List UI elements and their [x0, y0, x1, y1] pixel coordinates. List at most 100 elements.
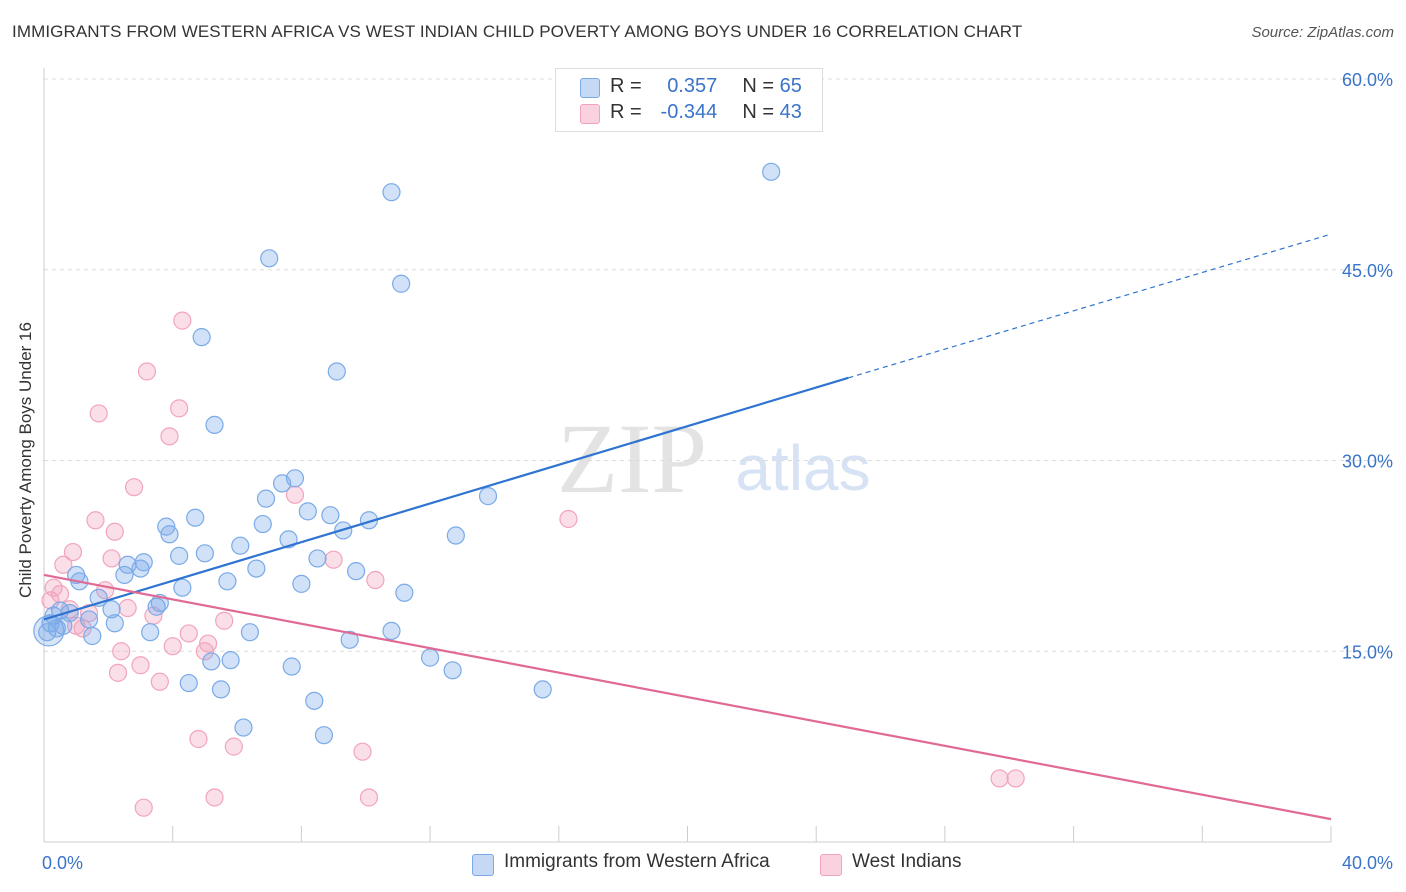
- west-indians-point: [134, 798, 153, 817]
- y-tick-label: 30.0%: [1342, 452, 1393, 472]
- correlation-legend: R = 0.357 N = 65 R = -0.344 N = 43: [555, 68, 823, 132]
- legend-swatch-blue: [472, 854, 494, 876]
- western-africa-point: [533, 680, 552, 699]
- west-indians-point: [179, 624, 198, 643]
- western-africa-point: [205, 415, 224, 434]
- western-africa-point: [60, 603, 79, 623]
- west-indians-point: [990, 769, 1009, 788]
- west-indians-point: [79, 603, 99, 623]
- axes: [43, 68, 1332, 843]
- legend-label: Immigrants from Western Africa: [504, 851, 770, 872]
- western-africa-point: [285, 469, 305, 488]
- western-africa-point: [292, 574, 311, 593]
- watermark: ZIP atlas: [557, 403, 871, 514]
- western-africa-point: [321, 506, 340, 525]
- western-africa-point: [260, 249, 279, 268]
- western-africa-point: [327, 362, 346, 381]
- western-africa-point: [382, 621, 401, 641]
- western-africa-point: [346, 562, 366, 581]
- west-indians-point: [118, 598, 137, 618]
- western-africa-point: [170, 546, 189, 565]
- legend-swatch-pink: [580, 104, 600, 124]
- western-africa-point: [314, 726, 334, 745]
- west-indians-point: [131, 656, 150, 675]
- western-africa-point: [382, 183, 401, 202]
- western-africa-point: [221, 651, 240, 670]
- west-indians-point: [137, 362, 157, 381]
- western-africa-point: [392, 274, 411, 293]
- western-africa-point: [478, 487, 498, 506]
- western-africa-point: [192, 328, 211, 347]
- west-indians-point: [102, 549, 121, 568]
- western-africa-point: [173, 578, 192, 597]
- western-africa-point: [762, 162, 781, 181]
- west-indians-point: [189, 729, 208, 749]
- western-africa-point: [195, 544, 214, 563]
- west-indians-point: [215, 611, 234, 630]
- n-label: N =: [742, 101, 775, 123]
- west-indians-point: [1006, 769, 1025, 788]
- western-africa-point: [240, 623, 260, 642]
- western-africa-point: [186, 508, 205, 527]
- west-indians-trend-line: [43, 573, 1332, 821]
- r-value: -0.344: [660, 101, 718, 123]
- western-africa-point: [253, 514, 272, 534]
- western-africa-point: [298, 502, 317, 521]
- west-indians-points: [41, 311, 1025, 817]
- r-label: R =: [610, 101, 642, 123]
- western-africa-point: [282, 657, 301, 676]
- western-africa-point: [115, 565, 134, 585]
- y-axis-label: Child Poverty Among Boys Under 16: [16, 322, 35, 598]
- west-indians-point: [205, 788, 224, 807]
- west-indians-point: [163, 637, 182, 656]
- west-indians-point: [173, 311, 192, 330]
- n-label: N =: [742, 75, 775, 97]
- western-africa-trend-line: [43, 376, 849, 621]
- western-africa-point: [256, 489, 276, 508]
- western-africa-point: [340, 630, 359, 649]
- western-africa-trend-extension: [848, 233, 1332, 379]
- n-value: 43: [779, 101, 802, 123]
- legend-swatch-blue: [580, 78, 600, 98]
- western-africa-point: [102, 600, 121, 619]
- western-africa-point: [305, 691, 324, 710]
- western-africa-point: [79, 610, 99, 629]
- west-indians-point: [108, 663, 128, 682]
- western-africa-points: [33, 162, 781, 745]
- west-indians-point: [366, 570, 385, 590]
- western-africa-point: [179, 673, 198, 693]
- western-africa-point: [160, 525, 179, 544]
- western-africa-point: [421, 648, 440, 667]
- west-indians-point: [124, 478, 144, 497]
- x-tick-label: 0.0%: [42, 853, 83, 873]
- west-indians-point: [150, 672, 169, 691]
- west-indians-point: [73, 619, 92, 638]
- chart-title: IMMIGRANTS FROM WESTERN AFRICA VS WEST I…: [12, 22, 1023, 41]
- y-tick-label: 60.0%: [1342, 70, 1393, 90]
- west-indians-point: [559, 509, 578, 529]
- west-indians-point: [353, 742, 372, 761]
- west-indians-point: [324, 550, 343, 569]
- legend-label: West Indians: [852, 851, 962, 872]
- west-indians-point: [54, 555, 73, 574]
- western-africa-point: [202, 652, 221, 671]
- west-indians-point: [63, 542, 83, 562]
- west-indians-point: [50, 584, 70, 604]
- western-africa-point: [446, 526, 465, 545]
- western-africa-point: [234, 718, 253, 737]
- western-africa-point: [105, 614, 124, 633]
- western-africa-point: [211, 680, 231, 699]
- western-africa-point: [443, 661, 462, 680]
- tick-labels: 15.0% 30.0% 45.0% 60.0% 0.0% 40.0%: [42, 70, 1393, 873]
- source-label: Source: ZipAtlas.com: [1251, 24, 1394, 41]
- gridlines: [44, 78, 1394, 652]
- western-africa-point: [231, 536, 250, 555]
- y-tick-label: 45.0%: [1342, 261, 1393, 281]
- western-africa-point: [218, 572, 237, 591]
- western-africa-point: [308, 549, 327, 568]
- west-indians-point: [198, 634, 218, 653]
- west-indians-point: [89, 404, 108, 423]
- x-tick-label: 40.0%: [1342, 853, 1393, 873]
- west-indians-point: [224, 737, 243, 756]
